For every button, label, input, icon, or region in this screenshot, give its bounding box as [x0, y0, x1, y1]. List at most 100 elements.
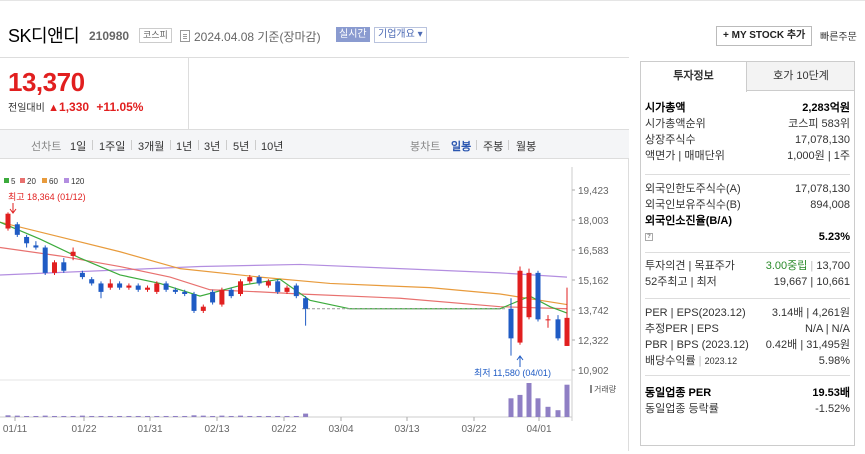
- document-icon: [180, 30, 190, 42]
- daily-candle-tab[interactable]: 일봉: [451, 141, 472, 153]
- y-tick-label: 10,902: [578, 366, 609, 377]
- volume-bar: [117, 415, 123, 417]
- chart-svg: 19,423 18,003 16,583 15,162 13,742 12,322 10,9…: [0, 167, 617, 435]
- candle-body: [555, 319, 561, 339]
- tab-investment-info[interactable]: 투자정보: [641, 62, 747, 92]
- volume-bar: [200, 415, 206, 417]
- x-tick-label: 01/31: [137, 424, 162, 435]
- period-3m[interactable]: 3개월: [138, 141, 165, 153]
- industry-section: 동일업종 PER 19.53배 동일업종 등락률 -1.52%: [645, 385, 850, 417]
- opinion-label: 투자의견 | 목표주가: [645, 260, 735, 272]
- cap-rank-row: 시가총액순위 코스피 583위: [645, 116, 850, 132]
- shares-label: 상장주식수: [645, 134, 696, 146]
- realtime-button[interactable]: 실시간: [336, 27, 370, 42]
- volume-bar: [33, 415, 39, 417]
- foreign-limit-value: 17,078,130: [794, 183, 850, 195]
- low-arrow-head: [516, 355, 524, 361]
- dividend-date: 2023.12: [704, 356, 738, 366]
- period-3y[interactable]: 3년: [204, 141, 221, 153]
- y-tick-label: 15,162: [578, 276, 609, 287]
- industry-rate-value: -1.52%: [815, 403, 850, 415]
- price-change: 전일대비 ▲1,330 +11.05%: [8, 99, 143, 114]
- volume-bar: [210, 415, 216, 417]
- pbr-label: PBR | BPS (2023.12): [645, 339, 749, 351]
- foreign-hold-value: 894,008: [810, 199, 850, 211]
- candle-body: [517, 270, 523, 343]
- week52-row: 52주최고 | 최저 19,667 | 10,661: [645, 274, 850, 290]
- dividend-value: 5.98%: [818, 355, 850, 367]
- foreign-ratio-label: 외국인소진율(B/A): [645, 215, 732, 227]
- candle-body: [284, 287, 290, 292]
- volume-bar: [219, 415, 225, 417]
- divider: [508, 140, 509, 150]
- period-1w[interactable]: 1주일: [99, 141, 126, 153]
- volume-bar: [5, 415, 11, 417]
- market-cap-value: 2,283억원: [802, 102, 850, 114]
- legend-label: 20: [27, 177, 36, 186]
- candle-body: [182, 291, 188, 294]
- candle-body: [256, 277, 262, 284]
- market-cap-section: 시가총액 2,283억원 시가총액순위 코스피 583위 상장주식수 17,07…: [645, 100, 850, 164]
- industry-per-value: 19.53배: [812, 387, 850, 399]
- volume-bar: [526, 383, 532, 417]
- cap-rank-label[interactable]: 시가총액순위: [645, 118, 706, 130]
- divider: [255, 140, 256, 150]
- line-chart-button[interactable]: 선차트: [31, 141, 62, 153]
- tab-orderbook[interactable]: 호가 10단계: [773, 70, 829, 82]
- foreign-limit-label: 외국인한도주식수(A): [645, 183, 741, 195]
- chart-header-space: [189, 57, 629, 129]
- volume-bar: [163, 415, 169, 417]
- industry-per-row: 동일업종 PER 19.53배: [645, 385, 850, 401]
- legend-label: 120: [71, 177, 85, 186]
- legend-label: 60: [49, 177, 58, 186]
- up-triangle-icon: ▲: [48, 102, 60, 114]
- volume-bar: [284, 415, 290, 417]
- legend-label: 5: [11, 177, 16, 186]
- candle-body: [117, 283, 123, 288]
- period-5y[interactable]: 5년: [233, 141, 250, 153]
- company-name: SK디앤디: [8, 26, 80, 46]
- change-percent: +11.05%: [96, 100, 144, 114]
- volume-bar: [135, 415, 141, 417]
- quick-order-link[interactable]: 빠른주문: [820, 32, 857, 43]
- opinion-rating: 3.00중립: [765, 260, 808, 272]
- candle-body: [98, 283, 104, 292]
- period-1y[interactable]: 1년: [176, 141, 193, 153]
- volume-bar: [275, 415, 281, 417]
- divider: [645, 298, 850, 299]
- ma20-line: [0, 246, 568, 310]
- volume-bar: [293, 415, 299, 417]
- foreign-ratio-value-row: ? 5.23%: [645, 229, 850, 245]
- help-icon[interactable]: ?: [645, 229, 653, 245]
- candle-chart[interactable]: 19,423 18,003 16,583 15,162 13,742 12,322 10,9…: [0, 159, 629, 451]
- y-tick-label: 18,003: [578, 216, 609, 227]
- y-tick-label: 13,742: [578, 306, 609, 317]
- foreign-hold-row: 외국인보유주식수(B) 894,008: [645, 197, 850, 213]
- company-info-dropdown[interactable]: 기업개요 ▾: [374, 27, 427, 43]
- info-tabs: 투자정보 호가 10단계: [641, 62, 854, 92]
- opinion-row: 투자의견 | 목표주가 3.00중립 | 13,700: [645, 258, 850, 274]
- volume-bar: [89, 415, 95, 417]
- add-mystock-button[interactable]: + MY STOCK 추가: [716, 26, 813, 46]
- volume-icon: [590, 385, 592, 393]
- opinion-section: 투자의견 | 목표주가 3.00중립 | 13,700 52주최고 | 최저 1…: [645, 258, 850, 290]
- candle-body: [247, 277, 253, 282]
- candle-body: [200, 306, 206, 311]
- candle-chart-button[interactable]: 봉차트: [410, 141, 441, 153]
- candle-body: [163, 283, 169, 290]
- period-1d[interactable]: 1일: [70, 141, 87, 153]
- candle-body: [89, 279, 95, 284]
- monthly-candle-tab[interactable]: 월봉: [516, 141, 537, 153]
- per-row: PER | EPS(2023.12) 3.14배 | 4,261원: [645, 305, 850, 321]
- foreign-hold-label: 외국인보유주식수(B): [645, 199, 741, 211]
- volume-label: 거래량: [594, 384, 617, 394]
- stock-header: SK디앤디 210980 코스피 2024.04.08 기준(장마감) 실시간 …: [0, 18, 865, 50]
- legend-swatch: [42, 178, 47, 183]
- volume-bar: [126, 415, 132, 417]
- current-price: 13,370: [8, 67, 85, 97]
- volume-bar: [52, 415, 57, 417]
- weekly-candle-tab[interactable]: 주봉: [483, 141, 504, 153]
- period-10y[interactable]: 10년: [261, 141, 284, 153]
- divider: [476, 140, 477, 150]
- x-tick-label: 01/11: [3, 424, 28, 435]
